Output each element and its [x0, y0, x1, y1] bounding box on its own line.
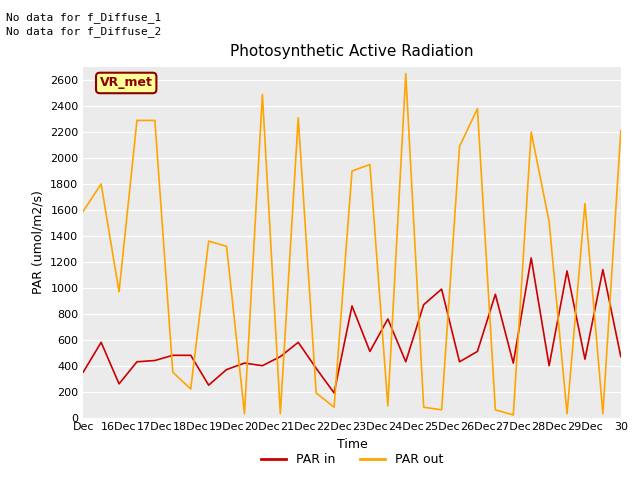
Title: Photosynthetic Active Radiation: Photosynthetic Active Radiation — [230, 44, 474, 59]
Text: No data for f_Diffuse_2: No data for f_Diffuse_2 — [6, 26, 162, 37]
Legend: PAR in, PAR out: PAR in, PAR out — [255, 448, 449, 471]
Text: VR_met: VR_met — [100, 76, 153, 89]
X-axis label: Time: Time — [337, 438, 367, 451]
Text: No data for f_Diffuse_1: No data for f_Diffuse_1 — [6, 12, 162, 23]
Y-axis label: PAR (umol/m2/s): PAR (umol/m2/s) — [31, 191, 45, 294]
